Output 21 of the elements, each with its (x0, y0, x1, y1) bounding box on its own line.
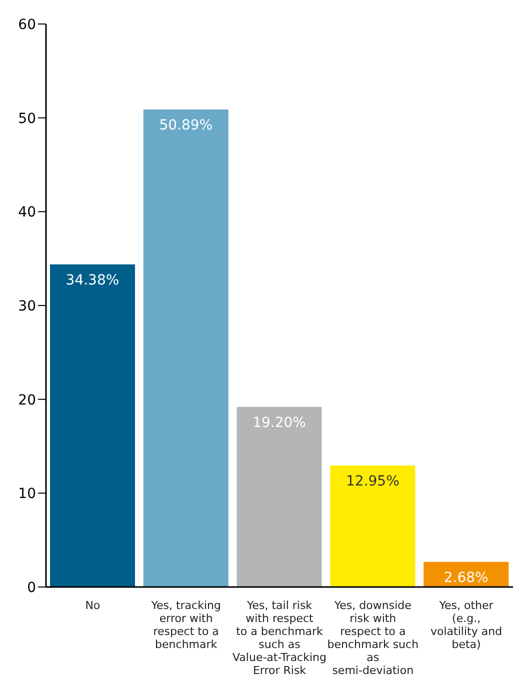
data-label: 12.95% (346, 473, 400, 490)
bar (143, 109, 228, 587)
data-label: 34.38% (66, 272, 120, 288)
x-tick-label: Yes, downside risk with respect to a benchmark such as semi-deviation (327, 599, 419, 677)
data-label: 19.20% (252, 414, 306, 431)
y-tick-label: 30 (18, 298, 36, 314)
x-tick-label: Yes, tail risk with respect to a benchmark such as Value-at-Tracking Error Risk (232, 599, 326, 677)
x-tick-label: No (85, 599, 100, 612)
y-tick-label: 0 (27, 580, 36, 596)
bar (50, 264, 135, 587)
y-tick-label: 40 (18, 204, 36, 221)
y-tick-label: 50 (18, 110, 36, 127)
bar (236, 406, 322, 587)
y-tick-label: 10 (18, 486, 36, 502)
y-tick-label: 20 (18, 392, 36, 408)
x-tick-label: Yes, other (e.g., volatility and beta) (430, 599, 502, 651)
bar (330, 465, 416, 587)
x-tick-label: Yes, tracking error with respect to a benchmark (150, 599, 221, 651)
data-label: 2.68% (444, 570, 488, 586)
data-label: 50.89% (159, 117, 213, 134)
y-tick-label: 60 (18, 16, 36, 33)
